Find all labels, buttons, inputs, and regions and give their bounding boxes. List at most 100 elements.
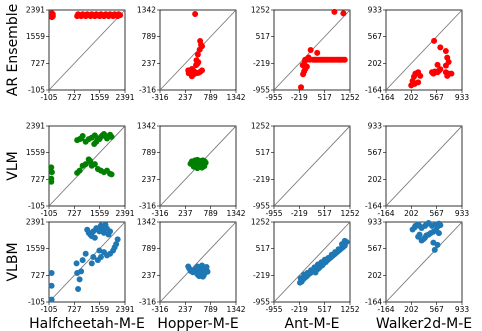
panel-r0-c0: -105-105 727 727 1559 1559 2391 2391 bbox=[26, 6, 135, 103]
data-point bbox=[193, 62, 200, 69]
identity-line bbox=[48, 221, 126, 303]
data-point bbox=[91, 140, 98, 147]
y-tick-label: -105 bbox=[28, 298, 45, 307]
x-tick-label: 2391 bbox=[115, 305, 134, 314]
data-point bbox=[198, 67, 205, 74]
data-point bbox=[48, 282, 55, 289]
data-point bbox=[49, 11, 56, 18]
x-tick-label: 1252 bbox=[340, 209, 359, 218]
data-point bbox=[434, 61, 441, 68]
panel-frame bbox=[159, 9, 237, 91]
y-tick-label: -316 bbox=[139, 202, 156, 211]
x-tick-label: 1342 bbox=[226, 305, 245, 314]
column-label: Hopper-M-E bbox=[157, 316, 238, 331]
row-label: VLBM bbox=[5, 242, 21, 281]
data-point bbox=[340, 10, 347, 17]
x-tick-label: 933 bbox=[455, 305, 470, 314]
x-tick-label: 2391 bbox=[115, 209, 134, 218]
data-point bbox=[108, 171, 115, 178]
panel-r2-c3: -164-164 202 202 567 567 933 933 bbox=[365, 218, 469, 315]
y-tick-label: 933 bbox=[368, 122, 383, 131]
panel-frame bbox=[273, 221, 351, 303]
x-tick-label: 202 bbox=[404, 209, 419, 218]
data-point bbox=[82, 161, 89, 168]
panel-r0-c1: -316-316 237 237 789 789 1342 1342 bbox=[137, 6, 246, 103]
y-tick-label: -316 bbox=[139, 298, 156, 307]
data-point bbox=[429, 69, 435, 76]
row-label: AR Ensemble bbox=[5, 4, 21, 96]
data-point bbox=[200, 272, 207, 279]
x-tick-label: -955 bbox=[265, 93, 282, 102]
y-tick-label: 1342 bbox=[137, 218, 156, 227]
data-point bbox=[76, 276, 83, 283]
data-point bbox=[87, 157, 94, 164]
data-point bbox=[314, 49, 321, 56]
data-point bbox=[90, 253, 97, 260]
y-tick-label: 1342 bbox=[137, 6, 156, 15]
x-tick-label: 727 bbox=[67, 93, 82, 102]
data-point bbox=[415, 79, 422, 86]
data-point bbox=[201, 163, 208, 170]
panel-r2-c1: -316-316 237 237 789 789 1342 1342 bbox=[137, 218, 246, 315]
data-point bbox=[196, 46, 203, 53]
x-tick-label: -164 bbox=[377, 93, 394, 102]
panel-r1-c2: -955-955 -219 -219 517 517 1252 1252 bbox=[251, 122, 360, 219]
y-tick-label: 1252 bbox=[251, 122, 270, 131]
x-tick-label: -219 bbox=[291, 93, 308, 102]
data-point bbox=[82, 250, 89, 257]
data-point bbox=[408, 82, 415, 89]
panel-frame bbox=[385, 9, 463, 91]
y-tick-label: -105 bbox=[28, 86, 45, 95]
panel-frame bbox=[273, 9, 351, 91]
data-point bbox=[442, 48, 449, 55]
x-tick-label: 1559 bbox=[90, 209, 109, 218]
x-tick-label: 789 bbox=[204, 305, 219, 314]
y-tick-label: -164 bbox=[365, 298, 382, 307]
data-point bbox=[194, 165, 201, 172]
x-tick-label: -955 bbox=[265, 209, 282, 218]
y-tick-label: 727 bbox=[31, 59, 46, 68]
data-point bbox=[48, 164, 55, 171]
data-point bbox=[335, 246, 342, 253]
data-point bbox=[435, 230, 442, 237]
data-point bbox=[190, 71, 197, 78]
data-point bbox=[194, 51, 201, 58]
data-point bbox=[331, 8, 338, 15]
y-tick-label: -955 bbox=[253, 202, 270, 211]
column-label: Walker2d-M-E bbox=[376, 316, 472, 331]
panel-r2-c2: -955-955 -219 -219 517 517 1252 1252 bbox=[251, 218, 360, 315]
y-tick-label: -955 bbox=[253, 298, 270, 307]
column-label: Ant-M-E bbox=[285, 316, 340, 331]
x-tick-label: -105 bbox=[40, 93, 57, 102]
x-tick-label: -164 bbox=[377, 305, 394, 314]
x-tick-label: -219 bbox=[291, 209, 308, 218]
x-tick-label: 1559 bbox=[90, 305, 109, 314]
y-tick-label: -105 bbox=[28, 202, 45, 211]
x-tick-label: -105 bbox=[40, 209, 57, 218]
data-point bbox=[73, 260, 80, 267]
data-point bbox=[192, 10, 199, 17]
y-tick-label: 789 bbox=[142, 32, 157, 41]
x-tick-label: -219 bbox=[291, 305, 308, 314]
data-point bbox=[117, 12, 124, 19]
column-label: Halfcheetah-M-E bbox=[29, 316, 145, 331]
data-point bbox=[96, 247, 103, 254]
y-tick-label: 727 bbox=[31, 175, 46, 184]
x-tick-label: 567 bbox=[430, 305, 445, 314]
y-tick-label: -316 bbox=[139, 86, 156, 95]
data-point bbox=[431, 246, 438, 253]
data-point bbox=[341, 56, 348, 63]
data-point bbox=[48, 169, 55, 176]
data-point bbox=[75, 286, 82, 293]
data-point bbox=[114, 236, 121, 243]
x-tick-label: 789 bbox=[204, 93, 219, 102]
identity-line bbox=[159, 221, 237, 303]
identity-line bbox=[385, 9, 463, 91]
data-point bbox=[48, 296, 55, 303]
x-tick-label: 727 bbox=[67, 305, 82, 314]
y-tick-label: 1252 bbox=[251, 218, 270, 227]
y-tick-label: 933 bbox=[368, 218, 383, 227]
y-tick-label: 237 bbox=[142, 271, 157, 280]
y-tick-label: 237 bbox=[142, 59, 157, 68]
